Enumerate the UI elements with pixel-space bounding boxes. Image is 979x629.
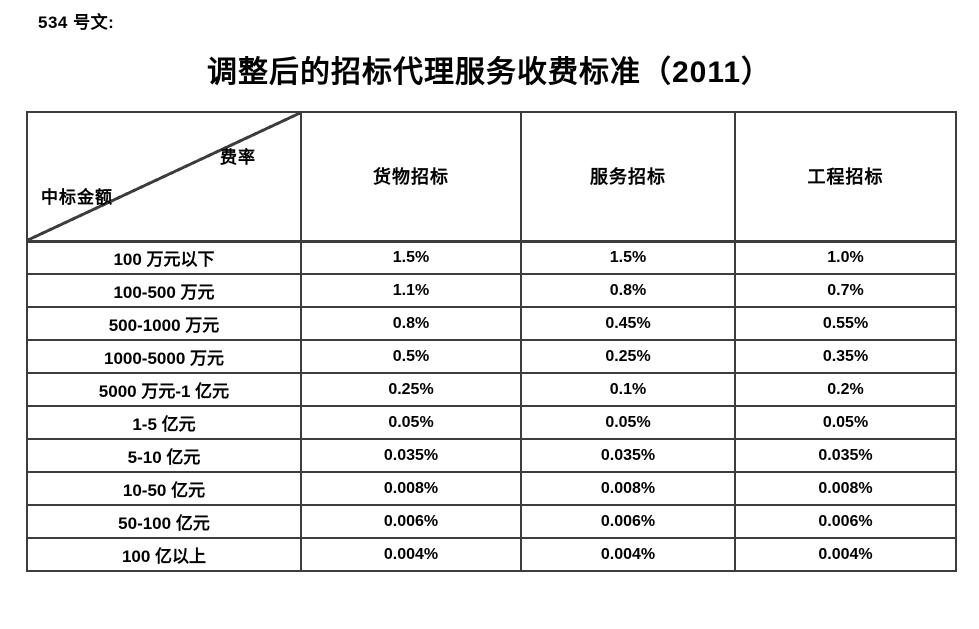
rate-cell: 0.004% xyxy=(300,537,522,572)
corner-amount-label: 中标金额 xyxy=(41,187,113,207)
rate-cell: 0.035% xyxy=(300,438,522,473)
row-label: 50-100 亿元 xyxy=(26,504,302,539)
fee-rate-table: 费率 中标金额 货物招标 服务招标 工程招标 100 万元以下 1.5% 1.5… xyxy=(26,111,957,572)
rate-cell: 0.05% xyxy=(734,405,957,440)
row-label: 100 万元以下 xyxy=(26,240,302,275)
row-label: 1000-5000 万元 xyxy=(26,339,302,374)
rate-cell: 0.008% xyxy=(734,471,957,506)
table-row: 100 亿以上 0.004% 0.004% 0.004% xyxy=(26,537,957,572)
rate-cell: 0.55% xyxy=(734,306,957,341)
rate-cell: 0.8% xyxy=(300,306,522,341)
rate-cell: 0.1% xyxy=(520,372,736,407)
header-row: 费率 中标金额 货物招标 服务招标 工程招标 xyxy=(26,111,957,243)
rate-cell: 0.45% xyxy=(520,306,736,341)
table-row: 100 万元以下 1.5% 1.5% 1.0% xyxy=(26,240,957,275)
corner-rate-label: 费率 xyxy=(220,148,256,167)
row-label: 100-500 万元 xyxy=(26,273,302,308)
table-row: 1-5 亿元 0.05% 0.05% 0.05% xyxy=(26,405,957,440)
rate-cell: 0.004% xyxy=(734,537,957,572)
rate-cell: 0.7% xyxy=(734,273,957,308)
rate-cell: 0.035% xyxy=(520,438,736,473)
row-label: 5000 万元-1 亿元 xyxy=(26,372,302,407)
rate-cell: 0.05% xyxy=(520,405,736,440)
rate-cell: 0.035% xyxy=(734,438,957,473)
table-row: 5000 万元-1 亿元 0.25% 0.1% 0.2% xyxy=(26,372,957,407)
doc-number-label: 534 号文: xyxy=(38,13,115,32)
rate-cell: 0.25% xyxy=(300,372,522,407)
table-row: 500-1000 万元 0.8% 0.45% 0.55% xyxy=(26,306,957,341)
rate-cell: 0.004% xyxy=(520,537,736,572)
rate-cell: 0.8% xyxy=(520,273,736,308)
rate-cell: 0.35% xyxy=(734,339,957,374)
row-label: 100 亿以上 xyxy=(26,537,302,572)
rate-cell: 0.006% xyxy=(734,504,957,539)
rate-cell: 1.5% xyxy=(300,240,522,275)
rate-cell: 0.006% xyxy=(520,504,736,539)
row-label: 10-50 亿元 xyxy=(26,471,302,506)
rate-cell: 1.0% xyxy=(734,240,957,275)
column-header-engineering: 工程招标 xyxy=(734,111,957,243)
table-row: 10-50 亿元 0.008% 0.008% 0.008% xyxy=(26,471,957,506)
corner-cell: 费率 中标金额 xyxy=(26,111,302,243)
rate-cell: 0.05% xyxy=(300,405,522,440)
row-label: 1-5 亿元 xyxy=(26,405,302,440)
rate-cell: 0.008% xyxy=(520,471,736,506)
page-title: 调整后的招标代理服务收费标准（2011） xyxy=(206,56,773,89)
row-label: 5-10 亿元 xyxy=(26,438,302,473)
table-row: 5-10 亿元 0.035% 0.035% 0.035% xyxy=(26,438,957,473)
column-header-goods: 货物招标 xyxy=(300,111,522,243)
rate-cell: 1.1% xyxy=(300,273,522,308)
rate-cell: 0.006% xyxy=(300,504,522,539)
table-row: 1000-5000 万元 0.5% 0.25% 0.35% xyxy=(26,339,957,374)
rate-cell: 0.2% xyxy=(734,372,957,407)
rate-cell: 0.25% xyxy=(520,339,736,374)
rate-cell: 0.5% xyxy=(300,339,522,374)
table-row: 100-500 万元 1.1% 0.8% 0.7% xyxy=(26,273,957,308)
table-header: 费率 中标金额 货物招标 服务招标 工程招标 xyxy=(26,111,957,243)
table-row: 50-100 亿元 0.006% 0.006% 0.006% xyxy=(26,504,957,539)
rate-cell: 1.5% xyxy=(520,240,736,275)
column-header-service: 服务招标 xyxy=(520,111,736,243)
row-label: 500-1000 万元 xyxy=(26,306,302,341)
table-body: 100 万元以下 1.5% 1.5% 1.0% 100-500 万元 1.1% … xyxy=(26,240,957,572)
rate-cell: 0.008% xyxy=(300,471,522,506)
